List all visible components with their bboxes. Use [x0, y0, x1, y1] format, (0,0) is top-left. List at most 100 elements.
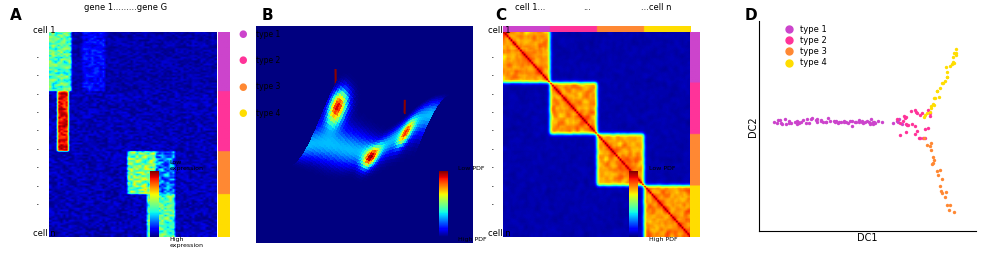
Point — [924, 162, 940, 166]
Point — [820, 116, 836, 120]
Point — [913, 136, 929, 140]
Point — [848, 120, 864, 124]
Point — [867, 120, 882, 124]
Text: ·: · — [35, 182, 39, 192]
Point — [948, 52, 963, 57]
Point — [923, 148, 939, 152]
Point — [844, 119, 860, 123]
Point — [871, 119, 886, 123]
Point — [778, 122, 794, 127]
Point — [923, 106, 939, 110]
Point — [934, 190, 950, 195]
Point — [912, 113, 928, 117]
Point — [920, 108, 936, 112]
Text: cell 1: cell 1 — [33, 26, 55, 35]
Point — [907, 108, 923, 113]
Point — [844, 124, 860, 128]
Point — [889, 119, 905, 123]
Point — [773, 120, 789, 125]
Point — [903, 109, 919, 113]
Text: type 2: type 2 — [256, 56, 281, 65]
Y-axis label: DC2: DC2 — [747, 116, 758, 136]
Point — [923, 111, 939, 115]
Point — [790, 120, 806, 124]
Point — [885, 121, 901, 125]
Text: ·: · — [35, 53, 39, 63]
Text: ●: ● — [239, 108, 247, 118]
Point — [945, 62, 960, 67]
Point — [770, 118, 786, 122]
Legend: type 1, type 2, type 3, type 4: type 1, type 2, type 3, type 4 — [781, 25, 827, 67]
Text: type 1: type 1 — [256, 30, 281, 39]
Point — [830, 121, 846, 125]
Point — [909, 129, 925, 133]
Point — [917, 127, 933, 131]
Point — [945, 60, 960, 64]
Point — [836, 119, 852, 124]
Point — [813, 119, 829, 123]
Point — [914, 111, 930, 115]
Point — [865, 120, 880, 124]
Point — [847, 120, 863, 124]
Text: C: C — [495, 8, 506, 23]
Point — [812, 118, 828, 122]
Point — [946, 51, 961, 55]
Text: ·: · — [491, 145, 495, 155]
Text: cell 1: cell 1 — [488, 26, 511, 35]
Point — [809, 117, 824, 122]
Text: ...cell n: ...cell n — [641, 3, 671, 12]
Text: type 4: type 4 — [256, 109, 281, 118]
Text: ·: · — [35, 200, 39, 210]
Point — [789, 119, 805, 123]
Text: D: D — [744, 8, 757, 23]
Point — [787, 120, 803, 124]
Point — [790, 122, 806, 126]
Point — [800, 117, 815, 121]
Point — [863, 117, 879, 121]
Text: ·: · — [35, 90, 39, 100]
Point — [939, 74, 954, 79]
Point — [907, 132, 923, 136]
Point — [855, 121, 871, 125]
Point — [783, 121, 799, 125]
Point — [947, 210, 962, 214]
Text: High PDF: High PDF — [649, 237, 677, 242]
Point — [766, 119, 782, 124]
Point — [833, 119, 849, 124]
Point — [932, 184, 948, 189]
Point — [827, 120, 843, 125]
Point — [888, 117, 904, 121]
Text: gene 1.........gene G: gene 1.........gene G — [84, 3, 167, 12]
Point — [838, 120, 854, 124]
Point — [802, 121, 817, 125]
Point — [934, 81, 950, 85]
Point — [828, 119, 844, 123]
Point — [890, 119, 906, 124]
Text: ...: ... — [583, 3, 591, 12]
Point — [809, 120, 824, 124]
Point — [794, 120, 810, 124]
Text: ·: · — [491, 182, 495, 192]
Point — [803, 117, 818, 122]
Point — [840, 121, 856, 125]
Point — [919, 143, 935, 147]
Point — [851, 120, 867, 124]
Point — [949, 47, 964, 51]
Text: type 3: type 3 — [256, 82, 281, 91]
Text: ●: ● — [239, 55, 247, 65]
Point — [862, 122, 878, 126]
X-axis label: DC1: DC1 — [858, 233, 878, 243]
Point — [842, 119, 858, 123]
Point — [930, 88, 946, 93]
Text: ·: · — [491, 163, 495, 173]
Point — [939, 190, 954, 194]
Point — [926, 96, 942, 100]
Point — [774, 122, 790, 126]
Text: cell n: cell n — [488, 229, 511, 238]
Point — [921, 126, 937, 130]
Point — [934, 189, 950, 194]
Point — [865, 122, 880, 127]
Point — [907, 124, 923, 128]
Point — [915, 136, 931, 141]
Point — [932, 85, 948, 90]
